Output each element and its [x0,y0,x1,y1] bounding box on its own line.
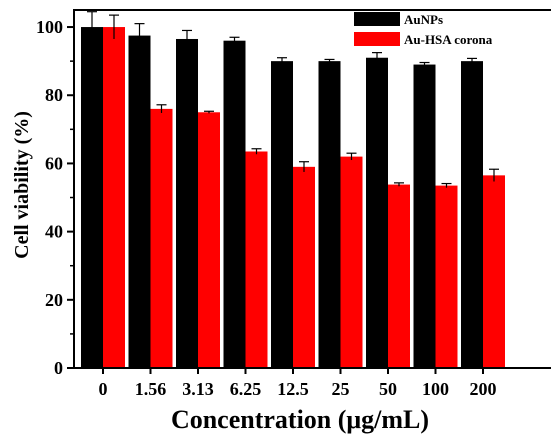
bar [340,156,363,368]
bar [245,151,268,368]
legend-label: AuNPs [404,12,443,27]
bar [413,64,436,369]
legend-label: Au-HSA corona [404,32,493,47]
axes-layer: 0 20 40 60 80 100 0 1.56 3.13 6.25 12.5 25 50 100 200 [36,9,551,399]
y-tick-label: 0 [54,358,63,378]
legend-swatch [354,12,400,26]
bar [483,175,505,368]
x-tick-label: 6.25 [230,379,262,399]
y-tick-label: 20 [45,290,63,310]
bar [318,61,341,369]
bar [223,40,246,368]
bar [176,38,198,368]
x-tick-label: 3.13 [182,379,214,399]
y-tick-label: 100 [36,17,63,37]
bar [81,27,103,369]
ticks-layer: 0 20 40 60 80 100 0 1.56 3.13 6.25 12.5 25 50 100 200 [36,17,497,399]
y-tick-label: 40 [45,222,63,242]
x-tick-label: 1.56 [135,379,167,399]
x-axis-title: Concentration (μg/mL) [171,405,429,434]
y-axis-title: Cell viability (%) [11,111,33,259]
bar [150,108,173,368]
y-tick-label: 80 [45,85,63,105]
legend-swatch [354,32,400,46]
x-tick-label: 25 [332,379,350,399]
bar [128,35,151,368]
x-tick-label: 100 [422,379,449,399]
x-tick-label: 200 [470,379,497,399]
x-tick-label: 0 [99,379,108,399]
bar [271,61,293,369]
bar [388,184,410,368]
bar [293,166,315,368]
bar [366,57,388,368]
bar [198,112,220,369]
bar [435,185,458,368]
bar [461,61,483,369]
bars-layer [81,11,505,369]
bar [103,27,125,369]
y-tick-label: 60 [45,153,63,173]
x-tick-label: 50 [379,379,397,399]
x-tick-label: 12.5 [277,379,309,399]
legend: AuNPs Au-HSA corona [354,12,493,47]
